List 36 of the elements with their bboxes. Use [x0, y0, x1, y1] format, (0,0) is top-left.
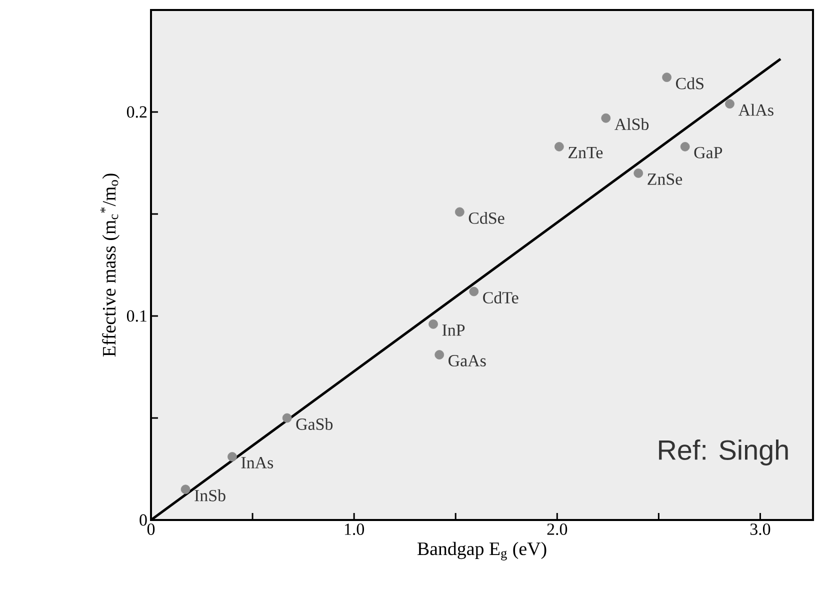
x-axis-title: Bandgap E$_{g}$ (eV): [417, 542, 546, 560]
x-tick-label: 3.0: [750, 524, 770, 536]
x-tick-label: 0: [147, 524, 155, 535]
point: [428, 319, 438, 329]
x-tick-label: 2.0: [547, 524, 568, 536]
annotation: InP: [442, 324, 465, 336]
x-tick-label: 1.0: [344, 524, 364, 536]
annotation: ZnTe: [568, 147, 603, 158]
annotation: CdSe: [468, 212, 504, 224]
annotation: InSb: [194, 489, 226, 502]
point: [662, 72, 672, 82]
point: [469, 286, 479, 296]
point: [454, 207, 464, 217]
y-tick-label: 0: [140, 514, 147, 526]
point: [680, 142, 690, 152]
y-tick-label: 0.1: [126, 310, 146, 322]
point: [180, 484, 190, 494]
point: [434, 350, 444, 360]
annotation: GaP: [694, 146, 722, 158]
annotation: GaAs: [448, 355, 486, 366]
point: [554, 142, 564, 152]
annotation: Ref: Singh: [659, 439, 788, 466]
annotation: CdS: [676, 77, 704, 90]
annotation: CdTe: [483, 292, 518, 304]
annotation: InAs: [241, 457, 274, 468]
point: [601, 113, 611, 123]
annotation: AlAs: [738, 104, 774, 116]
point: [282, 413, 292, 423]
point: [725, 99, 734, 109]
point: [228, 452, 237, 462]
annotation: ZnSe: [648, 173, 682, 185]
y-tick-label: 0.2: [126, 106, 147, 118]
y-axis-title: Effective mass (m$_{c}$$^{*}$/m$_{o}$): [100, 174, 120, 357]
point: [634, 168, 644, 178]
annotation: GaSb: [296, 418, 333, 430]
annotation: AlSb: [614, 118, 649, 130]
